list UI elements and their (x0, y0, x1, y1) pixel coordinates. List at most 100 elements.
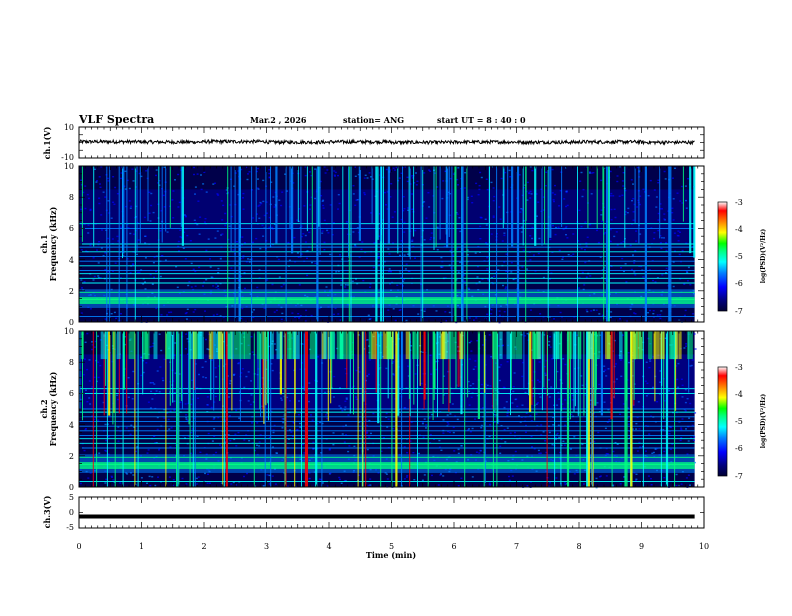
noise-speck (556, 432, 559, 435)
noise-speck (378, 213, 381, 215)
noise-speck (449, 193, 452, 195)
noise-speck (679, 278, 682, 280)
noise-speck (635, 428, 638, 430)
noise-speck (423, 310, 426, 312)
noise-speck (544, 185, 547, 187)
noise-speck (504, 441, 507, 443)
noise-speck (224, 224, 227, 227)
noise-speck (316, 356, 319, 358)
noise-speck (158, 184, 161, 186)
noise-speck (191, 428, 194, 430)
noise-speck (338, 476, 341, 479)
sferic-impulse (400, 331, 404, 391)
noise-speck (130, 205, 133, 207)
noise-speck (265, 212, 268, 214)
noise-speck (402, 280, 405, 282)
noise-speck (452, 426, 455, 429)
noise-speck (489, 424, 492, 426)
noise-speck (549, 238, 552, 241)
noise-speck (86, 332, 89, 335)
noise-speck (585, 276, 588, 278)
noise-speck (198, 373, 200, 376)
noise-speck (656, 447, 659, 450)
noise-speck (562, 228, 565, 231)
noise-speck (308, 231, 311, 234)
noise-speck (681, 384, 684, 386)
noise-speck (252, 241, 254, 244)
noise-speck (80, 312, 83, 314)
noise-speck (259, 247, 262, 250)
noise-speck (294, 316, 296, 318)
noise-speck (156, 428, 159, 431)
noise-speck (309, 171, 311, 173)
high-freq-patch (492, 331, 498, 360)
noise-speck (119, 251, 122, 253)
sferic-impulse (361, 331, 363, 487)
noise-speck (80, 249, 83, 251)
noise-speck (333, 170, 336, 172)
high-freq-patch (552, 331, 560, 360)
noise-speck (512, 278, 515, 281)
noise-speck (538, 452, 541, 455)
noise-speck (407, 270, 410, 272)
noise-speck (627, 423, 630, 425)
sferic-impulse (555, 331, 557, 389)
noise-speck (459, 261, 462, 264)
noise-speck (205, 249, 208, 252)
sferic-impulse (682, 166, 684, 222)
noise-speck (382, 437, 385, 439)
sferic-impulse (289, 166, 291, 229)
noise-speck (469, 384, 472, 387)
noise-speck (524, 431, 527, 433)
ch3-ytick-bottom: -5 (66, 523, 74, 532)
noise-speck (148, 191, 151, 193)
noise-speck (592, 413, 595, 415)
noise-speck (554, 233, 557, 236)
noise-speck (214, 395, 217, 398)
noise-speck (652, 279, 654, 282)
noise-speck (217, 285, 219, 287)
noise-speck (372, 412, 375, 415)
noise-speck (436, 226, 439, 228)
sferic-impulse (660, 331, 662, 487)
high-freq-patch (687, 331, 693, 360)
noise-speck (645, 361, 648, 363)
noise-speck (186, 338, 189, 340)
noise-speck (406, 180, 409, 183)
noise-speck (460, 477, 463, 479)
noise-speck (241, 236, 244, 238)
noise-speck (649, 360, 652, 362)
noise-speck (685, 345, 687, 347)
noise-speck (227, 396, 230, 398)
noise-speck (656, 314, 659, 316)
noise-speck (490, 166, 493, 168)
noise-speck (304, 241, 307, 243)
noise-speck (151, 398, 154, 400)
noise-speck (207, 473, 209, 475)
noise-speck (678, 253, 681, 256)
noise-speck (93, 376, 96, 378)
noise-speck (99, 183, 101, 185)
noise-speck (268, 172, 271, 175)
noise-speck (412, 452, 415, 454)
noise-speck (271, 475, 274, 477)
noise-speck (112, 176, 115, 178)
noise-speck (689, 365, 692, 367)
noise-speck (83, 449, 86, 452)
sferic-impulse (126, 331, 128, 414)
sferic-impulse (358, 166, 361, 241)
noise-speck (354, 175, 357, 177)
noise-speck (116, 193, 119, 195)
noise-speck (614, 363, 617, 365)
noise-speck (687, 474, 690, 476)
sferic-impulse (268, 331, 269, 421)
noise-speck (367, 484, 370, 487)
noise-speck (190, 286, 193, 288)
noise-speck (549, 336, 552, 338)
sferic-impulse (210, 331, 212, 401)
noise-speck (647, 195, 650, 197)
noise-speck (532, 254, 535, 256)
sferic-impulse (169, 331, 171, 406)
noise-speck (403, 278, 406, 281)
noise-speck (355, 369, 358, 372)
